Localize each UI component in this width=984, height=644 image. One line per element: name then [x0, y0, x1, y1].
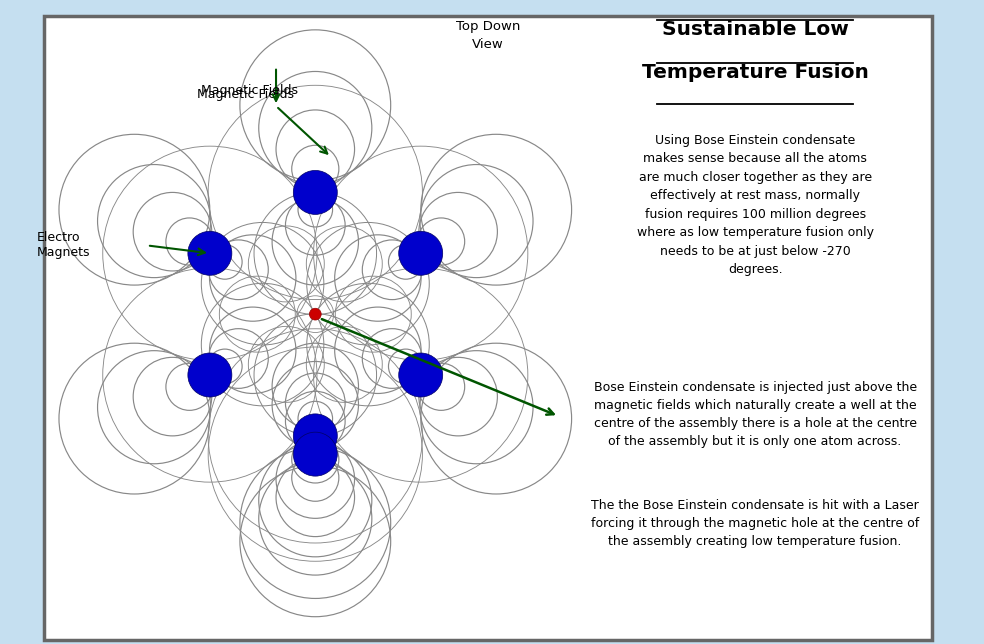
Circle shape	[399, 231, 443, 275]
Text: Temperature Fusion: Temperature Fusion	[642, 63, 869, 82]
Text: Top Down
View: Top Down View	[456, 19, 521, 51]
Circle shape	[309, 308, 321, 320]
Circle shape	[293, 414, 338, 458]
Circle shape	[293, 432, 338, 476]
Text: Sustainable Low: Sustainable Low	[661, 19, 848, 39]
Circle shape	[399, 353, 443, 397]
Text: Electro
Magnets: Electro Magnets	[37, 231, 91, 260]
Text: The the Bose Einstein condensate is hit with a Laser
forcing it through the magn: The the Bose Einstein condensate is hit …	[591, 498, 919, 547]
Circle shape	[188, 231, 232, 275]
FancyBboxPatch shape	[44, 15, 932, 640]
Circle shape	[188, 353, 232, 397]
Text: Using Bose Einstein condensate
makes sense because all the atoms
are much closer: Using Bose Einstein condensate makes sen…	[637, 133, 874, 276]
Text: Bose Einstein condensate is injected just above the
magnetic fields which natura: Bose Einstein condensate is injected jus…	[593, 381, 917, 448]
Circle shape	[293, 171, 338, 214]
Text: Magnetic Fields: Magnetic Fields	[202, 84, 298, 97]
Text: Magnetic Fields: Magnetic Fields	[198, 88, 294, 100]
